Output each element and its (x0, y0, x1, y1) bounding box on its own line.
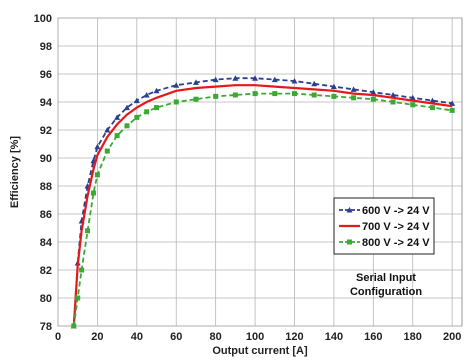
y-tick-label: 90 (40, 153, 52, 165)
series-lines (70, 75, 456, 329)
data-point (271, 76, 278, 83)
data-point (173, 99, 179, 105)
data-point (272, 91, 278, 97)
data-point (370, 96, 376, 102)
data-point (124, 123, 130, 129)
annotation-line-2: Configuration (350, 286, 422, 298)
data-point (94, 143, 101, 150)
data-point (94, 172, 100, 178)
data-point (232, 92, 238, 98)
data-point (350, 86, 357, 92)
data-point (154, 105, 160, 111)
data-point (90, 190, 96, 196)
data-point (311, 92, 317, 98)
data-point (71, 323, 77, 329)
x-tick-label: 80 (210, 331, 222, 343)
data-point (346, 207, 353, 213)
data-point (123, 104, 130, 111)
data-point (429, 97, 436, 104)
y-tick-label: 84 (40, 237, 53, 249)
data-point (212, 76, 219, 83)
y-tick-label: 94 (40, 97, 53, 109)
data-point (347, 239, 352, 245)
y-tick-label: 98 (40, 41, 52, 53)
y-tick-label: 82 (40, 265, 52, 277)
data-point (134, 114, 140, 120)
data-point (173, 82, 180, 88)
data-point (370, 89, 377, 95)
x-tick-label: 180 (404, 331, 422, 343)
x-tick-label: 100 (246, 331, 264, 343)
data-point (449, 107, 455, 113)
series-3 (71, 91, 455, 329)
data-point (143, 92, 150, 98)
data-point (390, 99, 396, 105)
x-tick-label: 200 (443, 331, 461, 343)
data-point (351, 95, 357, 101)
data-point (409, 94, 416, 101)
series-line (72, 84, 453, 327)
x-tick-label: 160 (364, 331, 382, 343)
legend-label: 700 V -> 24 V (362, 221, 430, 233)
data-point (331, 93, 337, 99)
data-point (114, 133, 120, 139)
data-point (153, 87, 160, 94)
data-point (410, 102, 416, 108)
y-tick-label: 88 (40, 181, 52, 193)
data-point (104, 148, 110, 154)
legend: 600 V -> 24 V 700 V -> 24 V 800 V -> 24 V (333, 197, 435, 255)
data-point (291, 78, 298, 84)
data-point (311, 80, 318, 87)
data-point (193, 96, 199, 102)
annotation-line-1: Serial Input (356, 272, 416, 284)
data-point (192, 79, 199, 85)
x-tick-label: 60 (170, 331, 182, 343)
y-tick-label: 96 (40, 69, 52, 81)
data-point (133, 97, 140, 104)
annotation: Serial Input Configuration (350, 272, 422, 298)
x-tick-label: 120 (285, 331, 303, 343)
y-tick-label: 80 (40, 293, 52, 305)
data-point (75, 295, 81, 301)
data-point (429, 105, 435, 111)
data-point (104, 127, 111, 133)
y-tick-label: 78 (40, 321, 52, 333)
y-tick-label: 100 (34, 13, 52, 25)
y-tick-label: 92 (40, 125, 52, 137)
y-tick-labels: 78 80 82 84 86 88 90 92 94 96 98 100 (34, 13, 53, 333)
legend-label: 600 V -> 24 V (362, 205, 430, 217)
x-tick-labels: 0 20 40 60 80 100 120 140 160 180 200 (55, 331, 461, 343)
data-point (114, 114, 121, 120)
data-point (330, 83, 337, 90)
data-point (232, 75, 239, 81)
x-axis-title: Output current [A] (212, 345, 308, 357)
data-point (79, 267, 85, 273)
legend-label: 800 V -> 24 V (362, 237, 430, 249)
plot-area (57, 17, 463, 327)
series-line (72, 92, 453, 327)
data-point (390, 92, 397, 98)
data-point (213, 93, 219, 99)
x-tick-label: 140 (325, 331, 343, 343)
series-1 (70, 75, 456, 329)
x-tick-label: 40 (131, 331, 143, 343)
y-axis-title: Efficiency [%] (9, 136, 21, 208)
data-point (291, 91, 297, 97)
y-tick-label: 86 (40, 209, 52, 221)
data-point (144, 109, 150, 115)
series-2 (72, 84, 453, 327)
data-point (252, 91, 258, 97)
data-point (85, 228, 91, 234)
data-point (252, 75, 259, 81)
data-point (449, 100, 456, 106)
x-tick-label: 20 (91, 331, 103, 343)
x-tick-label: 0 (55, 331, 61, 343)
